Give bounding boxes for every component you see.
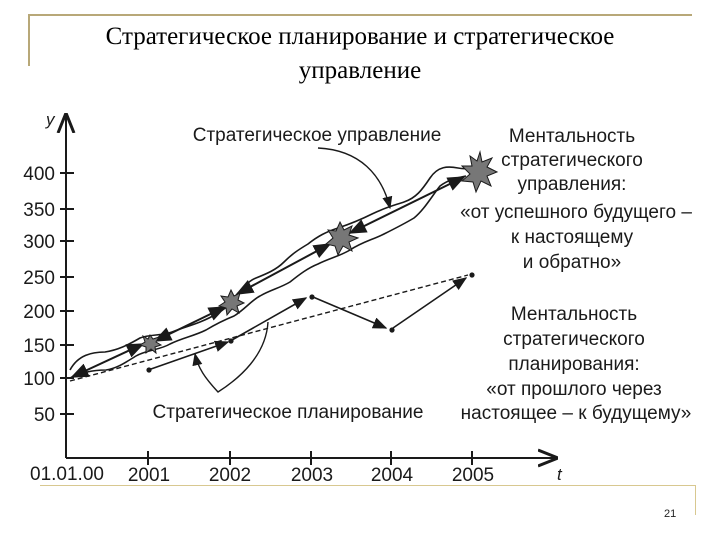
burst-2003 xyxy=(324,220,360,257)
burst-2002 xyxy=(217,288,246,317)
planning-mentality-text: Ментальность стратегического планировани… xyxy=(461,304,692,424)
y-axis-label: y xyxy=(45,110,56,129)
x-tick-labels: 01.01.00 2001 2002 2003 2004 2005 xyxy=(30,464,494,486)
mentality-line: управления: xyxy=(518,174,627,195)
slide-frame-left xyxy=(28,14,30,66)
management-arrows xyxy=(70,176,466,378)
slide-frame-top xyxy=(28,14,692,16)
y-tick-label: 50 xyxy=(34,405,55,426)
strategic-management-label: Стратегическое управление xyxy=(193,125,442,146)
management-arrow-segment xyxy=(153,306,227,342)
slide-frame-bottom xyxy=(40,485,695,486)
mentality-line: и обратно» xyxy=(523,252,621,273)
planning-trend-dashed xyxy=(69,274,469,382)
mentality-line: Ментальность xyxy=(511,304,637,325)
planning-point-2003 xyxy=(309,294,315,300)
mentality-line: «от прошлого через xyxy=(486,379,661,400)
mentality-line: стратегического xyxy=(501,150,643,171)
milestone-bursts xyxy=(138,150,499,355)
management-wavy-upper xyxy=(69,161,485,371)
burst-2001 xyxy=(138,334,163,355)
planning-segment xyxy=(150,340,230,370)
management-arrow-segment xyxy=(348,176,466,234)
planning-points xyxy=(146,272,475,373)
page-number: 21 xyxy=(664,508,677,520)
planning-segment xyxy=(312,296,388,329)
mentality-line: «от успешного будущего – xyxy=(460,202,692,223)
x-tick-label: 2002 xyxy=(209,465,251,486)
planning-callout-curve xyxy=(192,321,269,393)
mentality-line: к настоящему xyxy=(511,227,634,248)
slide-frame-right xyxy=(695,485,696,515)
burst-2005 xyxy=(460,150,499,194)
title-line-2: управление xyxy=(298,57,422,84)
y-tick-label: 100 xyxy=(23,369,55,390)
mentality-line: планирования: xyxy=(508,354,639,375)
y-tick-label: 200 xyxy=(23,302,55,323)
title-line-1: Стратегическое планирование и стратегиче… xyxy=(105,23,615,50)
x-tick-label: 2004 xyxy=(371,465,414,486)
x-tick-label: 2001 xyxy=(128,465,170,486)
x-tick-label: 2005 xyxy=(452,465,494,486)
planning-point-2004 xyxy=(389,327,395,333)
y-tick-label: 300 xyxy=(23,232,55,253)
y-ticks xyxy=(60,172,74,415)
planning-segment xyxy=(392,277,468,329)
y-tick-label: 400 xyxy=(23,164,55,185)
strategic-planning-label: Стратегическое планирование xyxy=(153,402,424,423)
management-arrow-segment xyxy=(70,343,145,378)
y-tick-labels: 400 350 300 250 200 150 100 50 xyxy=(23,164,55,426)
y-tick-label: 250 xyxy=(23,268,55,289)
mentality-line: настоящее – к будущему» xyxy=(461,403,692,424)
mentality-line: Ментальность xyxy=(509,126,635,147)
planning-path xyxy=(150,277,468,370)
management-callout-curve xyxy=(317,147,393,210)
planning-segment xyxy=(231,297,308,341)
planning-point-2005 xyxy=(469,272,475,278)
slide-title: Стратегическое планирование и стратегиче… xyxy=(40,20,680,88)
x-tick-label: 01.01.00 xyxy=(30,464,104,485)
y-tick-label: 150 xyxy=(23,336,55,357)
x-axis-label: t xyxy=(557,465,563,484)
planning-point-2002 xyxy=(228,338,234,344)
x-tick-label: 2003 xyxy=(291,465,333,486)
management-mentality-text: Ментальность стратегического управления:… xyxy=(460,126,692,273)
x-ticks xyxy=(147,451,473,465)
planning-point-2001 xyxy=(146,367,152,373)
mentality-line: стратегического xyxy=(503,329,645,350)
y-tick-label: 350 xyxy=(23,200,55,221)
management-arrow-segment xyxy=(235,243,332,295)
